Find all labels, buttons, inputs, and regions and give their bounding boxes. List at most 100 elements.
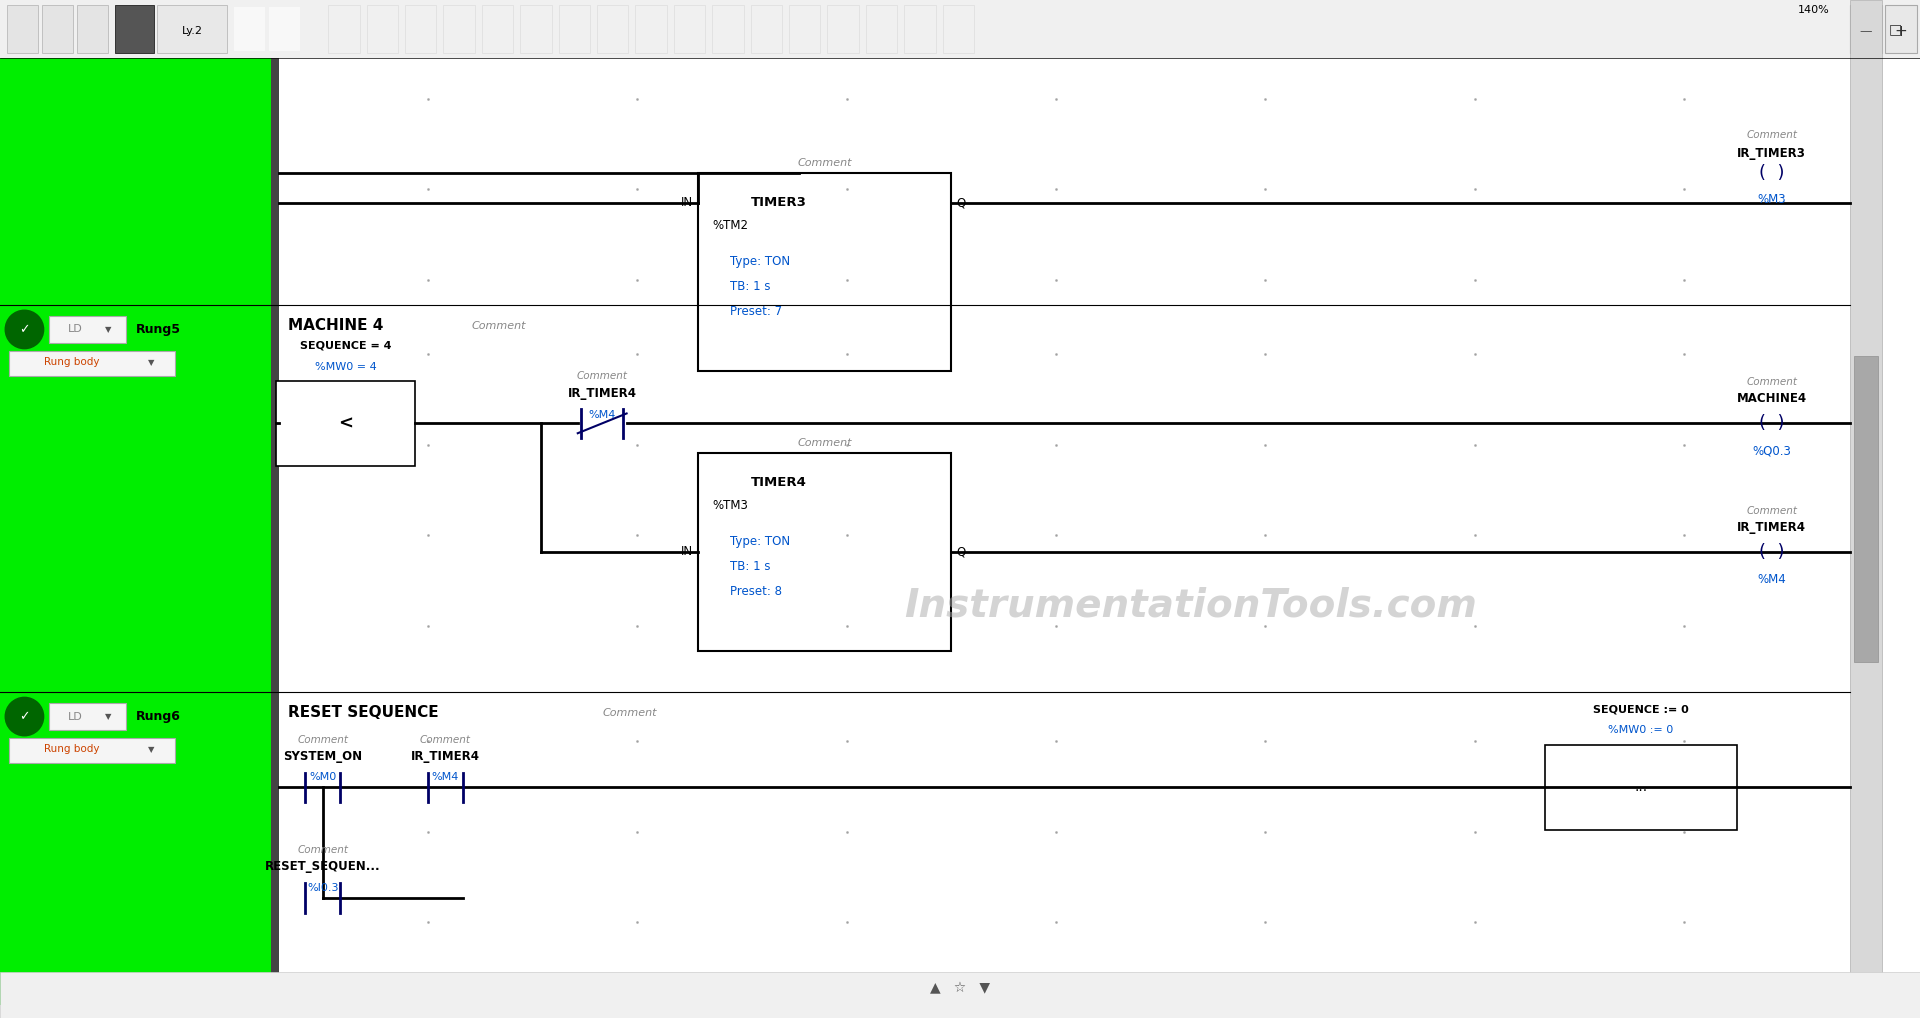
Text: IN: IN	[682, 196, 693, 209]
Text: %M0: %M0	[309, 773, 336, 783]
Text: □: □	[1889, 22, 1901, 37]
Bar	[367, 5, 397, 53]
Bar	[157, 5, 227, 53]
Text: Comment: Comment	[1745, 506, 1797, 515]
Bar	[48, 703, 125, 730]
Text: ▼: ▼	[148, 358, 156, 366]
Bar	[115, 5, 154, 53]
Bar	[271, 58, 278, 304]
Bar	[0, 692, 278, 1005]
Bar	[0, 0, 1920, 58]
Text: (  ): ( )	[1759, 543, 1784, 561]
Text: TB: 1 s: TB: 1 s	[730, 560, 770, 573]
Text: TIMER3: TIMER3	[751, 196, 806, 209]
Text: %M4: %M4	[432, 773, 459, 783]
Text: LD: LD	[67, 325, 83, 335]
Bar	[271, 304, 278, 692]
Circle shape	[6, 310, 44, 348]
Text: Preset: 7: Preset: 7	[730, 304, 781, 318]
Text: IR_TIMER4: IR_TIMER4	[411, 749, 480, 762]
Text: Comment: Comment	[797, 158, 852, 168]
Bar	[699, 173, 950, 371]
Text: RESET SEQUENCE: RESET SEQUENCE	[288, 705, 438, 720]
Text: Comment: Comment	[420, 735, 470, 744]
Text: %M3: %M3	[1757, 192, 1786, 206]
Text: Comment: Comment	[298, 845, 348, 855]
Bar	[10, 351, 175, 376]
Text: %M4: %M4	[1757, 573, 1786, 586]
Text: SEQUENCE := 0: SEQUENCE := 0	[1594, 704, 1688, 715]
Bar	[789, 5, 820, 53]
Bar	[405, 5, 436, 53]
Text: Comment: Comment	[470, 322, 526, 331]
Text: Comment: Comment	[1745, 377, 1797, 387]
Text: %I0.3: %I0.3	[307, 883, 338, 893]
Text: Type: TON: Type: TON	[730, 256, 789, 269]
Bar	[8, 5, 38, 53]
Text: IR_TIMER4: IR_TIMER4	[568, 387, 637, 400]
Text: %MW0 := 0: %MW0 := 0	[1609, 725, 1674, 735]
Bar	[751, 5, 781, 53]
Text: %TM3: %TM3	[712, 499, 749, 512]
Bar	[271, 692, 278, 1005]
Text: %M4: %M4	[589, 410, 616, 420]
Bar	[828, 5, 858, 53]
Bar	[1851, 0, 1882, 1018]
Bar	[943, 5, 973, 53]
Bar	[10, 738, 175, 762]
Bar	[712, 5, 743, 53]
Text: SYSTEM_ON: SYSTEM_ON	[284, 749, 363, 762]
Text: SEQUENCE = 4: SEQUENCE = 4	[300, 341, 392, 351]
Text: LD: LD	[67, 712, 83, 722]
Text: <: <	[338, 414, 353, 433]
Text: RESET_SEQUEN...: RESET_SEQUEN...	[265, 860, 380, 873]
Text: ▼: ▼	[148, 745, 156, 754]
Text: +: +	[1895, 23, 1907, 39]
Text: Rung body: Rung body	[44, 357, 100, 367]
Bar	[597, 5, 628, 53]
Text: IR_TIMER3: IR_TIMER3	[1738, 147, 1807, 160]
Bar	[699, 453, 950, 651]
Text: Rung6: Rung6	[136, 710, 180, 723]
Text: Comment: Comment	[1745, 130, 1797, 140]
Bar	[276, 381, 415, 466]
Text: Type: TON: Type: TON	[730, 535, 789, 549]
Text: ▼: ▼	[106, 712, 111, 721]
Bar	[42, 5, 73, 53]
Text: %TM2: %TM2	[712, 219, 749, 232]
Bar	[77, 5, 108, 53]
Text: ...: ...	[1634, 781, 1647, 794]
Bar	[520, 5, 551, 53]
Bar	[0, 304, 278, 692]
Text: %MW0 = 4: %MW0 = 4	[315, 362, 376, 373]
Bar	[482, 5, 513, 53]
Text: Preset: 8: Preset: 8	[730, 584, 781, 598]
Circle shape	[6, 697, 44, 736]
Bar	[444, 5, 474, 53]
Bar	[674, 5, 705, 53]
Text: Q: Q	[956, 546, 966, 558]
Text: Comment: Comment	[797, 438, 852, 448]
Text: Comment: Comment	[576, 371, 628, 381]
Text: ✓: ✓	[19, 323, 29, 336]
Bar	[636, 5, 666, 53]
Bar	[1546, 744, 1738, 831]
Text: ▲   ☆   ▼: ▲ ☆ ▼	[929, 981, 991, 996]
Text: IR_TIMER4: IR_TIMER4	[1738, 521, 1807, 533]
Bar	[1851, 5, 1882, 53]
Text: ▼: ▼	[106, 325, 111, 334]
Text: ✓: ✓	[19, 710, 29, 723]
Text: Rung5: Rung5	[136, 323, 180, 336]
Text: IN: IN	[682, 546, 693, 558]
Text: Ly.2: Ly.2	[182, 26, 202, 37]
Bar	[234, 6, 265, 51]
Text: MACHINE4: MACHINE4	[1736, 392, 1807, 405]
Bar	[1853, 356, 1878, 662]
Bar	[866, 5, 897, 53]
Text: TIMER4: TIMER4	[751, 476, 806, 489]
Text: —: —	[1860, 24, 1872, 38]
Bar	[328, 5, 359, 53]
Text: Comment: Comment	[298, 735, 348, 744]
Text: (  ): ( )	[1759, 414, 1784, 433]
Bar	[48, 317, 125, 343]
